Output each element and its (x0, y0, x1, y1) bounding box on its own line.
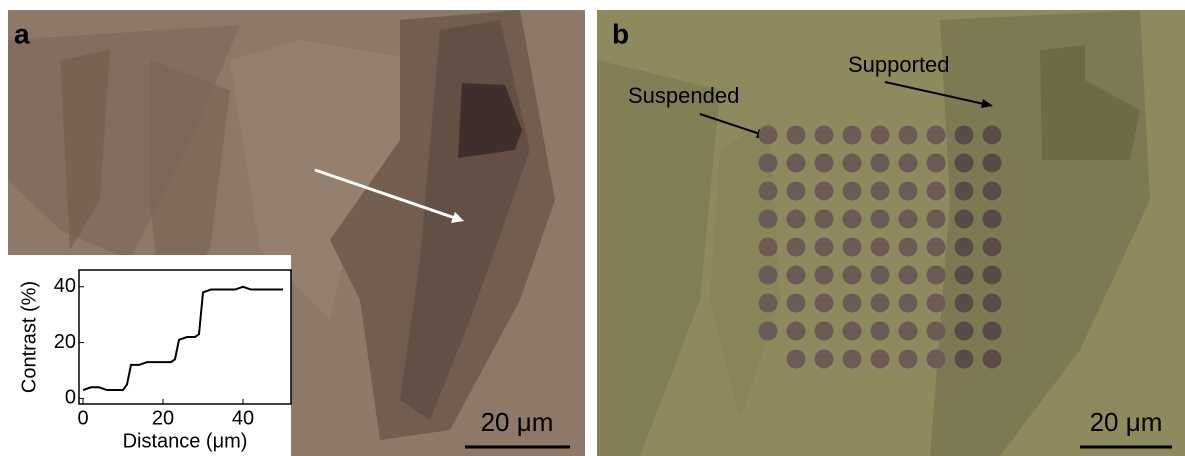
hole (815, 210, 834, 229)
y-tick-label: 20 (54, 331, 76, 353)
hole (759, 322, 778, 341)
hole (759, 238, 778, 257)
x-tick-label: 20 (152, 407, 174, 429)
hole (871, 238, 890, 257)
hole (759, 294, 778, 313)
hole (787, 154, 806, 173)
hole (815, 238, 834, 257)
panel-b-image (597, 10, 1185, 456)
hole (787, 182, 806, 201)
hole (927, 182, 946, 201)
hole (899, 322, 918, 341)
hole (983, 238, 1002, 257)
hole (815, 154, 834, 173)
hole (983, 154, 1002, 173)
hole (899, 294, 918, 313)
hole (815, 350, 834, 369)
hole (787, 322, 806, 341)
hole (843, 126, 862, 145)
x-tick-label: 0 (77, 407, 88, 429)
hole (871, 154, 890, 173)
hole (955, 210, 974, 229)
hole (983, 126, 1002, 145)
hole (871, 126, 890, 145)
hole (843, 210, 862, 229)
scale-bar-label: 20 μm (1090, 407, 1163, 437)
hole (871, 350, 890, 369)
hole (843, 322, 862, 341)
figure: a 20 μm b Suspended Supported 20 μm Dist… (0, 0, 1185, 456)
hole (927, 266, 946, 285)
hole (955, 238, 974, 257)
hole (787, 126, 806, 145)
hole (815, 126, 834, 145)
panel-label: a (14, 18, 30, 49)
hole (759, 126, 778, 145)
hole (899, 126, 918, 145)
hole (815, 322, 834, 341)
hole (983, 210, 1002, 229)
hole (871, 182, 890, 201)
annotation: Suspended (628, 83, 739, 108)
hole (955, 322, 974, 341)
hole (815, 182, 834, 201)
hole (955, 350, 974, 369)
x-tick-label: 40 (232, 407, 254, 429)
hole (815, 294, 834, 313)
scale-bar-label: 20 μm (481, 407, 554, 437)
hole (787, 294, 806, 313)
hole (927, 210, 946, 229)
hole (983, 182, 1002, 201)
hole (927, 126, 946, 145)
hole (843, 238, 862, 257)
hole (759, 154, 778, 173)
hole (899, 154, 918, 173)
hole (843, 154, 862, 173)
hole (787, 210, 806, 229)
hole (843, 294, 862, 313)
hole (871, 322, 890, 341)
hole (983, 350, 1002, 369)
panel-label: b (612, 18, 629, 49)
hole (927, 294, 946, 313)
hole (843, 266, 862, 285)
hole (815, 266, 834, 285)
hole (955, 126, 974, 145)
x-axis-label: Distance (μm) (123, 430, 248, 452)
y-axis-label: Contrast (%) (18, 281, 40, 393)
hole (955, 154, 974, 173)
hole (759, 182, 778, 201)
hole (843, 182, 862, 201)
hole (871, 266, 890, 285)
hole (899, 266, 918, 285)
y-tick-label: 40 (54, 275, 76, 297)
hole (983, 294, 1002, 313)
hole (983, 266, 1002, 285)
hole (843, 350, 862, 369)
hole (871, 294, 890, 313)
hole (759, 266, 778, 285)
hole (787, 266, 806, 285)
hole (899, 210, 918, 229)
hole (787, 238, 806, 257)
hole (955, 266, 974, 285)
hole (927, 238, 946, 257)
hole (927, 154, 946, 173)
hole (955, 294, 974, 313)
y-tick-label: 0 (65, 387, 76, 409)
hole (759, 210, 778, 229)
hole (899, 238, 918, 257)
hole (899, 350, 918, 369)
annotation: Supported (848, 52, 950, 77)
hole (787, 350, 806, 369)
hole (871, 210, 890, 229)
hole (899, 182, 918, 201)
hole (983, 322, 1002, 341)
hole (927, 322, 946, 341)
hole (955, 182, 974, 201)
hole (927, 350, 946, 369)
